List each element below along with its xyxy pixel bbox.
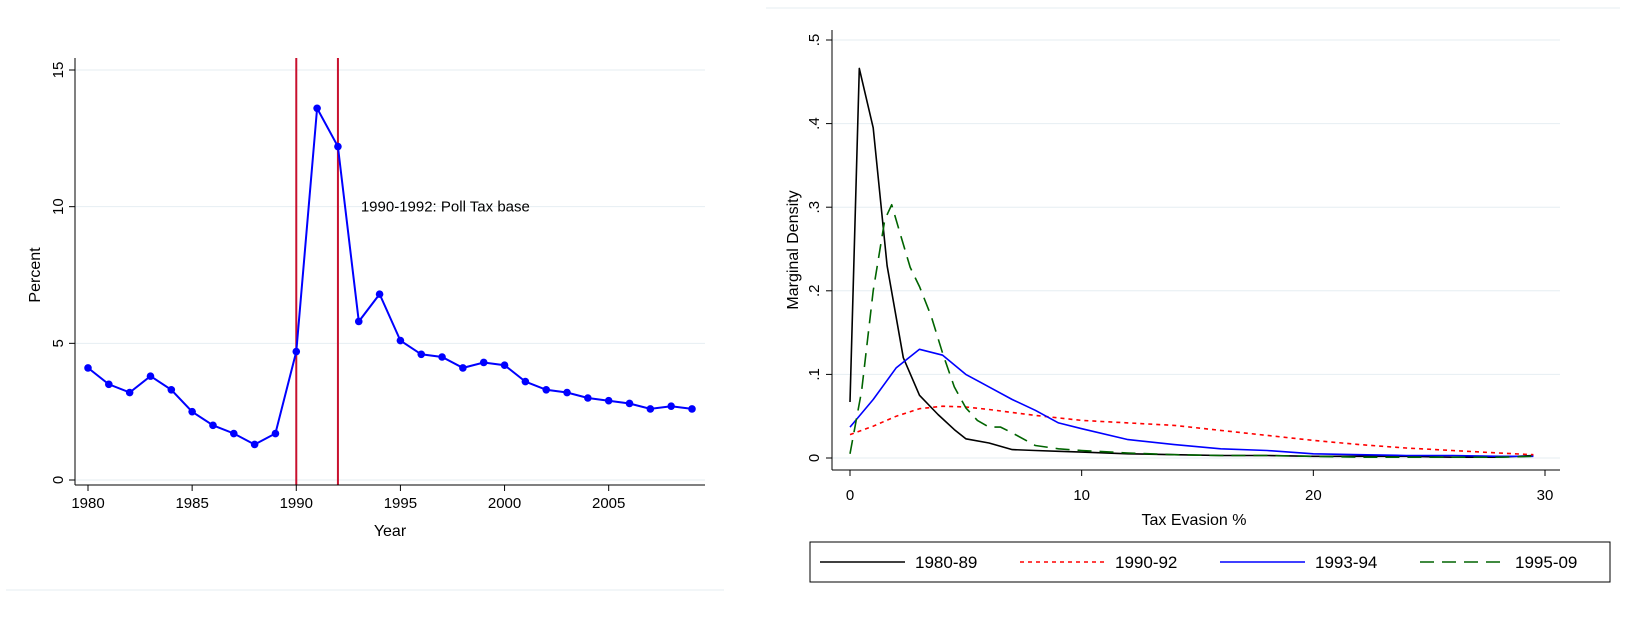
right-y-tick-label: .4 [806, 117, 823, 130]
left-y-tick-label: 15 [50, 62, 67, 79]
right-x-tick-label: 30 [1537, 487, 1554, 504]
left-series [84, 104, 696, 449]
percent-data-point [354, 317, 363, 326]
right-y-axis-title: Marginal Density [785, 190, 802, 309]
right-x-tick-label: 10 [1073, 487, 1090, 504]
left-x-tick-label: 2005 [592, 495, 625, 512]
left-vlines [295, 58, 339, 485]
percent-data-point [479, 358, 488, 367]
left-x-axis-title: Year [374, 523, 407, 540]
right-chart: 0 10 20 30 0 .1 .2 .3 .4 .5 Tax Evasion % Margin… [760, 0, 1625, 625]
legend-label: 1980-89 [915, 553, 977, 572]
right-y-tick-label: .3 [806, 201, 823, 214]
left-grid [75, 69, 705, 481]
density-line-1980-89 [849, 67, 1534, 459]
percent-data-point [105, 380, 113, 389]
percent-data-point [688, 405, 696, 413]
density-line-1993-94 [849, 348, 1534, 458]
right-chart-background [760, 0, 1625, 625]
right-x-tick-label: 20 [1305, 487, 1322, 504]
right-y-ticks: 0 .1 .2 .3 .4 .5 [806, 34, 832, 462]
legend-label: 1990-92 [1115, 553, 1177, 572]
percent-data-point [417, 350, 426, 359]
right-y-tick-label: .2 [806, 285, 823, 298]
left-chart-panel: 1980 1985 1990 1995 2000 2005 0 5 10 15 Year Per… [0, 0, 730, 625]
right-x-tick-label: 0 [846, 487, 854, 504]
percent-data-point [188, 407, 196, 416]
right-y-tick-label: .1 [806, 368, 823, 381]
percent-data-point [229, 429, 238, 438]
legend-label: 1995-09 [1515, 553, 1577, 572]
percent-data-point [125, 388, 134, 397]
right-x-ticks: 0 10 20 30 [846, 470, 1554, 504]
percent-data-point [604, 396, 613, 405]
density-line-1990-92 [849, 405, 1534, 456]
right-legend: 1980-89 1990-92 1993-94 1995-09 [809, 541, 1611, 583]
left-x-tick-label: 1995 [384, 495, 417, 512]
percent-data-point [542, 386, 551, 394]
percent-data-point [271, 429, 280, 438]
percent-data-point [146, 372, 155, 380]
percent-data-point [500, 361, 509, 370]
left-x-tick-label: 1990 [280, 495, 313, 512]
right-series [849, 67, 1534, 459]
percent-data-point [625, 399, 634, 408]
legend-label: 1993-94 [1315, 553, 1377, 572]
left-y-tick-label: 10 [50, 198, 67, 215]
percent-data-point [167, 386, 176, 394]
left-x-tick-label: 2000 [488, 495, 521, 512]
percent-data-point [313, 104, 321, 113]
percent-data-point [375, 290, 384, 298]
left-x-ticks: 1980 1985 1990 1995 2000 2005 [71, 485, 625, 512]
left-y-tick-label: 5 [50, 339, 67, 347]
percent-data-point [521, 377, 530, 386]
percent-data-point [250, 440, 259, 449]
right-x-axis-title: Tax Evasion % [1142, 512, 1247, 529]
percent-data-point [438, 353, 446, 361]
left-y-ticks: 0 5 10 15 [50, 62, 75, 484]
percent-data-point [646, 405, 655, 413]
percent-data-point [84, 364, 92, 372]
percent-data-point [396, 336, 405, 345]
density-line-1995-09 [849, 203, 1534, 459]
percent-data-point [334, 142, 342, 151]
right-y-tick-label: .5 [806, 34, 823, 47]
left-y-axis-title: Percent [27, 247, 44, 303]
left-chart: 1980 1985 1990 1995 2000 2005 0 5 10 15 Year Per… [0, 0, 730, 625]
left-x-tick-label: 1985 [175, 495, 208, 512]
left-x-tick-label: 1980 [71, 495, 104, 512]
right-chart-panel: 0 10 20 30 0 .1 .2 .3 .4 .5 Tax Evasion % Margin… [760, 0, 1625, 625]
percent-data-point [563, 388, 571, 397]
percent-data-point [667, 402, 675, 411]
poll-tax-annotation: 1990-1992: Poll Tax base [361, 199, 530, 216]
right-y-tick-label: 0 [806, 454, 823, 462]
left-y-tick-label: 0 [50, 476, 67, 484]
percent-data-point [459, 364, 467, 372]
percent-data-point [209, 421, 217, 430]
percent-data-point [292, 347, 301, 356]
percent-data-point [584, 394, 592, 402]
